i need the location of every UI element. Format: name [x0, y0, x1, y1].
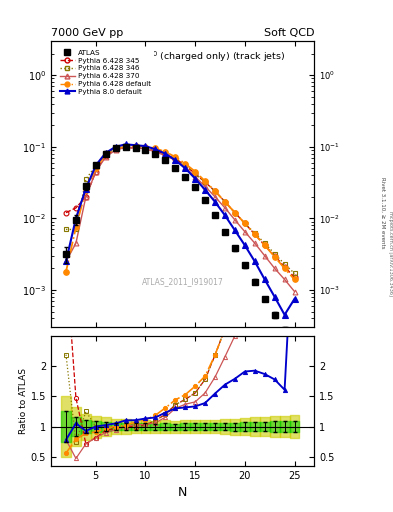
- Text: mcplots.cern.ch [arXiv:1306.3436]: mcplots.cern.ch [arXiv:1306.3436]: [388, 211, 393, 296]
- Text: ATLAS_2011_I919017: ATLAS_2011_I919017: [142, 277, 224, 286]
- Legend: ATLAS, Pythia 6.428 345, Pythia 6.428 346, Pythia 6.428 370, Pythia 6.428 defaul: ATLAS, Pythia 6.428 345, Pythia 6.428 34…: [57, 48, 154, 97]
- X-axis label: N: N: [178, 486, 187, 499]
- Text: Soft QCD: Soft QCD: [264, 28, 314, 38]
- Y-axis label: Ratio to ATLAS: Ratio to ATLAS: [19, 368, 28, 434]
- Text: Multiplicity $\lambda\_0^0$ (charged only) (track jets): Multiplicity $\lambda\_0^0$ (charged onl…: [81, 50, 285, 64]
- Text: 7000 GeV pp: 7000 GeV pp: [51, 28, 123, 38]
- Text: Rivet 3.1.10, ≥ 2M events: Rivet 3.1.10, ≥ 2M events: [381, 177, 386, 248]
